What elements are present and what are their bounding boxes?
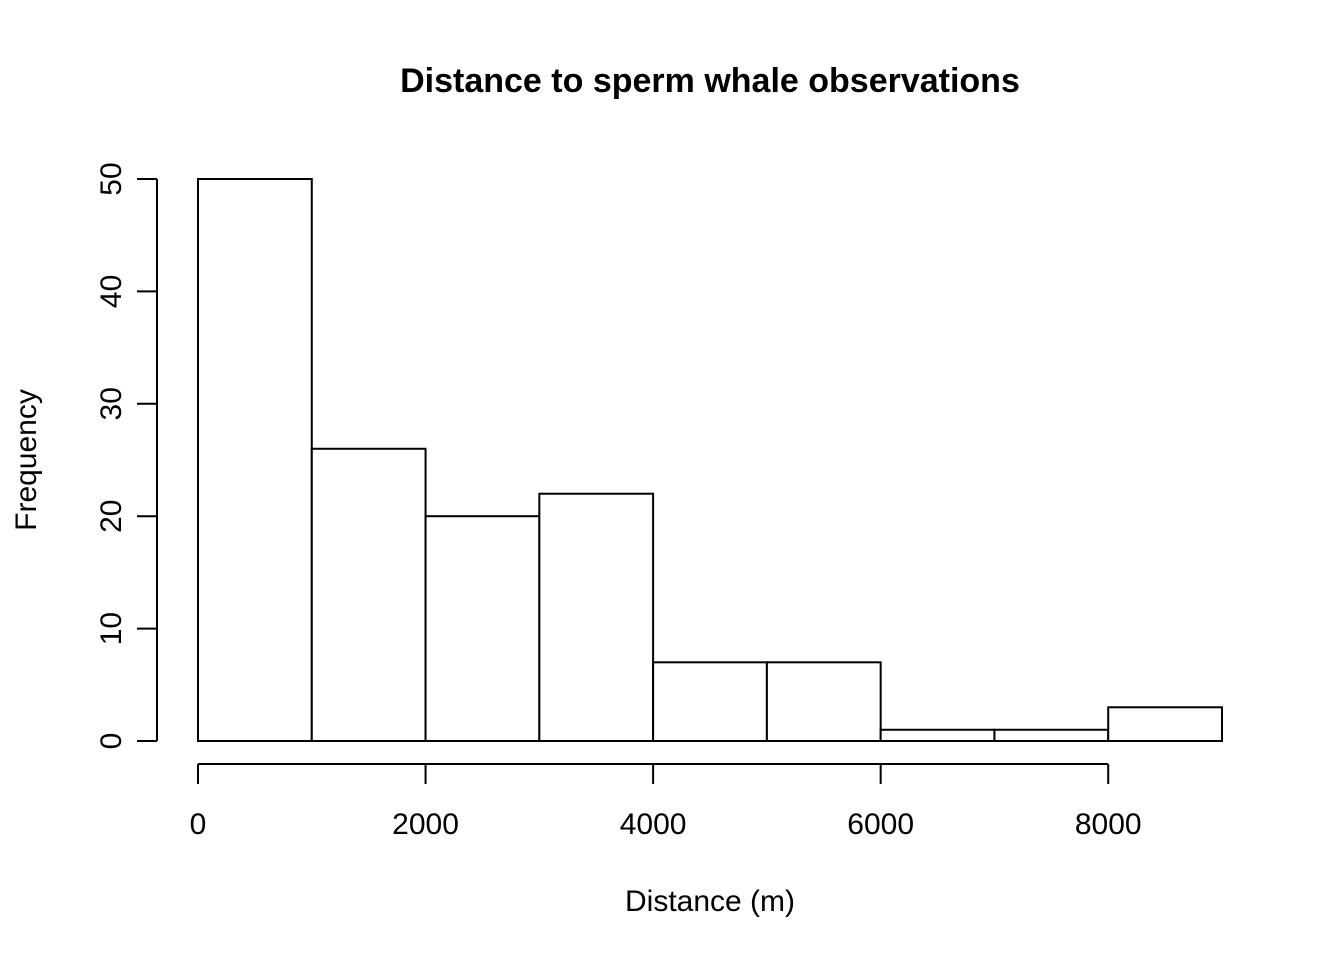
histogram-bar-8 (1107, 706, 1223, 743)
y-tick-label-3: 30 (95, 387, 128, 420)
x-tick-label-2: 4000 (620, 808, 687, 841)
histogram-bar-4 (652, 661, 768, 743)
y-axis: 0 10 20 30 40 50 (95, 162, 158, 750)
x-axis-label: Distance (m) (625, 885, 795, 918)
histogram-bar-1 (310, 447, 427, 742)
histogram-bar-0 (197, 178, 313, 742)
histogram-bar-2 (424, 515, 541, 743)
x-tick-label-0: 0 (190, 808, 207, 841)
histogram-bar-7 (993, 728, 1110, 743)
histogram-bar-5 (765, 661, 882, 743)
y-tick-label-4: 40 (95, 275, 128, 308)
y-axis-label: Frequency (10, 389, 43, 531)
chart-title: Distance to sperm whale observations (400, 62, 1020, 100)
y-tick-label-2: 20 (95, 500, 128, 533)
y-tick-label-1: 10 (95, 612, 128, 645)
histogram-bar-3 (538, 492, 655, 742)
bars-group (197, 178, 1223, 743)
x-axis: 0 2000 4000 6000 8000 (190, 763, 1142, 841)
x-tick-label-1: 2000 (392, 808, 459, 841)
y-tick-label-0: 0 (95, 733, 128, 750)
histogram-bar-6 (879, 728, 996, 743)
x-tick-label-3: 6000 (847, 808, 914, 841)
x-tick-label-4: 8000 (1075, 808, 1142, 841)
y-tick-label-5: 50 (95, 162, 128, 195)
